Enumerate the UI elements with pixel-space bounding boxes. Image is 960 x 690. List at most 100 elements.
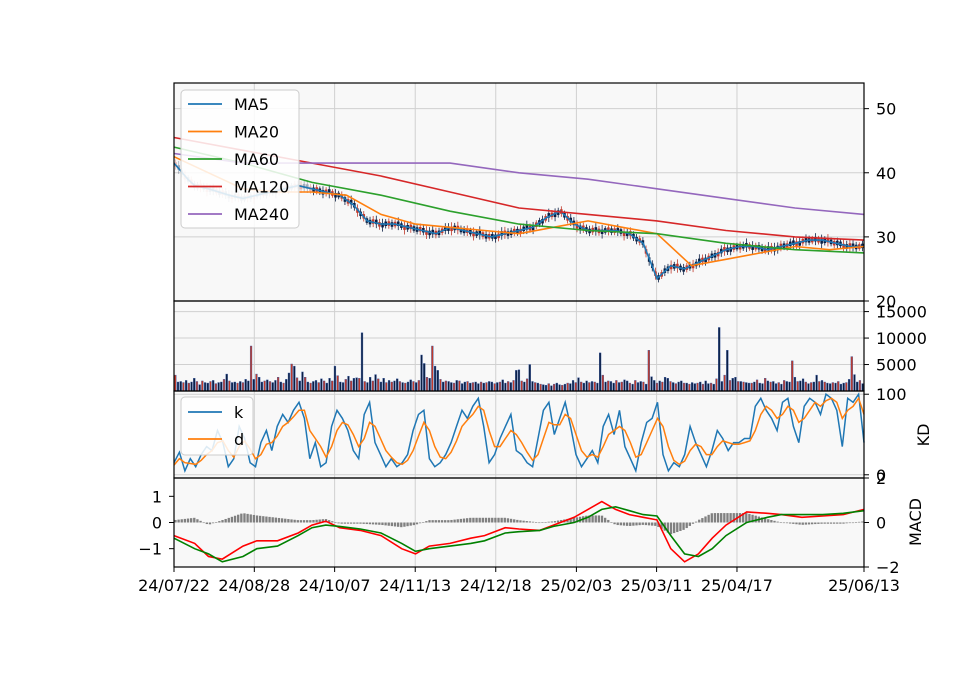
macd-histogram-bar xyxy=(660,522,663,529)
macd-histogram-bar xyxy=(748,513,751,523)
volume-bar xyxy=(385,382,388,392)
volume-bar xyxy=(515,370,518,392)
volume-bar xyxy=(544,384,548,392)
volume-bar xyxy=(612,382,615,392)
candle-body xyxy=(494,234,497,240)
volume-bar xyxy=(433,365,437,392)
price-y-tick-label: 20 xyxy=(876,292,896,311)
macd-histogram-bar xyxy=(211,522,215,524)
volume-bar xyxy=(539,383,542,392)
macd-histogram-bar xyxy=(230,516,234,523)
macd-histogram-bar xyxy=(858,521,861,523)
volume-bar xyxy=(195,381,199,392)
volume-bar xyxy=(331,380,334,392)
macd-histogram-bar xyxy=(707,514,710,523)
macd-histogram-bar xyxy=(534,522,538,523)
volume-bar xyxy=(799,380,802,392)
volume-bar xyxy=(701,383,705,392)
volume-bar xyxy=(328,378,331,392)
macd-histogram-bar xyxy=(804,522,808,525)
volume-bar xyxy=(599,352,602,392)
candle xyxy=(767,242,770,255)
volume-bar xyxy=(498,381,502,392)
kd-panel-background xyxy=(174,391,864,478)
candle-body xyxy=(723,247,726,252)
volume-bar xyxy=(295,377,299,392)
macd-histogram-bar xyxy=(644,522,648,526)
macd-histogram-bar xyxy=(393,522,397,527)
volume-bar xyxy=(842,382,845,392)
macd-histogram-bar xyxy=(396,522,400,527)
volume-bar xyxy=(593,381,596,392)
volume-y-tick-label: 5000 xyxy=(876,356,917,375)
macd-histogram-bar xyxy=(506,518,510,523)
volume-bar xyxy=(222,379,226,392)
macd-histogram-bar xyxy=(387,522,390,526)
volume-bar xyxy=(566,382,569,392)
volume-bar xyxy=(442,381,445,392)
candle xyxy=(814,233,817,246)
volume-bar xyxy=(755,379,759,392)
volume-bar xyxy=(704,380,707,392)
candle-body xyxy=(616,227,620,233)
macd-histogram-bar xyxy=(287,519,290,523)
volume-bar xyxy=(818,381,821,392)
legend-label-ma240: MA240 xyxy=(234,205,289,224)
volume-bar xyxy=(674,383,677,392)
volume-bar xyxy=(753,381,756,392)
macd-histogram-bar xyxy=(575,517,579,523)
macd-histogram-bar xyxy=(531,521,535,523)
macd-histogram-bar xyxy=(836,522,839,524)
macd-right-tick-label: −2 xyxy=(876,558,900,577)
volume-bar xyxy=(839,383,843,392)
macd-histogram-bar xyxy=(384,522,387,526)
volume-bar xyxy=(845,382,848,392)
volume-bar xyxy=(209,381,212,392)
volume-bar xyxy=(282,382,285,392)
volume-bar xyxy=(626,380,629,392)
volume-bar xyxy=(369,377,372,392)
price-legend: MA5 MA20 MA60 MA120 MA240 xyxy=(180,89,300,229)
candle-body xyxy=(374,219,378,225)
macd-histogram-bar xyxy=(258,515,262,523)
macd-histogram-bar xyxy=(682,522,685,530)
volume-bar xyxy=(517,369,521,392)
macd-histogram-bar xyxy=(654,522,657,526)
volume-bar xyxy=(252,379,255,392)
macd-histogram-bar xyxy=(832,522,836,524)
candle-body xyxy=(519,228,522,234)
candle xyxy=(773,242,776,256)
candle xyxy=(334,189,337,202)
legend-label-ma5: MA5 xyxy=(234,95,269,114)
volume-bar xyxy=(696,382,699,392)
candle-body xyxy=(425,230,428,235)
macd-histogram-bar xyxy=(353,522,356,524)
candle-body xyxy=(792,240,795,245)
candle-body xyxy=(305,184,309,189)
macd-histogram-bar xyxy=(770,520,773,523)
volume-bar xyxy=(807,383,810,392)
macd-histogram-bar xyxy=(553,521,557,523)
volume-bar xyxy=(555,382,558,392)
macd-histogram-bar xyxy=(585,515,588,523)
macd-histogram-bar xyxy=(817,522,820,524)
macd-left-tick-label: 1 xyxy=(152,487,162,506)
volume-bar xyxy=(542,384,545,392)
volume-bar xyxy=(490,381,493,392)
macd-histogram-bar xyxy=(782,522,786,524)
macd-panel-background xyxy=(174,478,864,567)
macd-histogram-bar xyxy=(638,522,641,526)
volume-bar xyxy=(401,382,404,392)
volume-bar xyxy=(176,381,180,392)
macd-histogram-bar xyxy=(588,515,591,523)
volume-bar xyxy=(601,374,604,392)
x-tick-label: 25/06/13 xyxy=(828,576,900,595)
volume-bar xyxy=(553,383,556,392)
macd-histogram-bar xyxy=(221,520,224,523)
candle-body xyxy=(578,225,582,231)
candle xyxy=(729,243,733,256)
volume-bar xyxy=(371,380,374,392)
macd-histogram-bar xyxy=(277,517,281,523)
candle xyxy=(622,226,626,241)
macd-histogram-bar xyxy=(497,517,500,523)
